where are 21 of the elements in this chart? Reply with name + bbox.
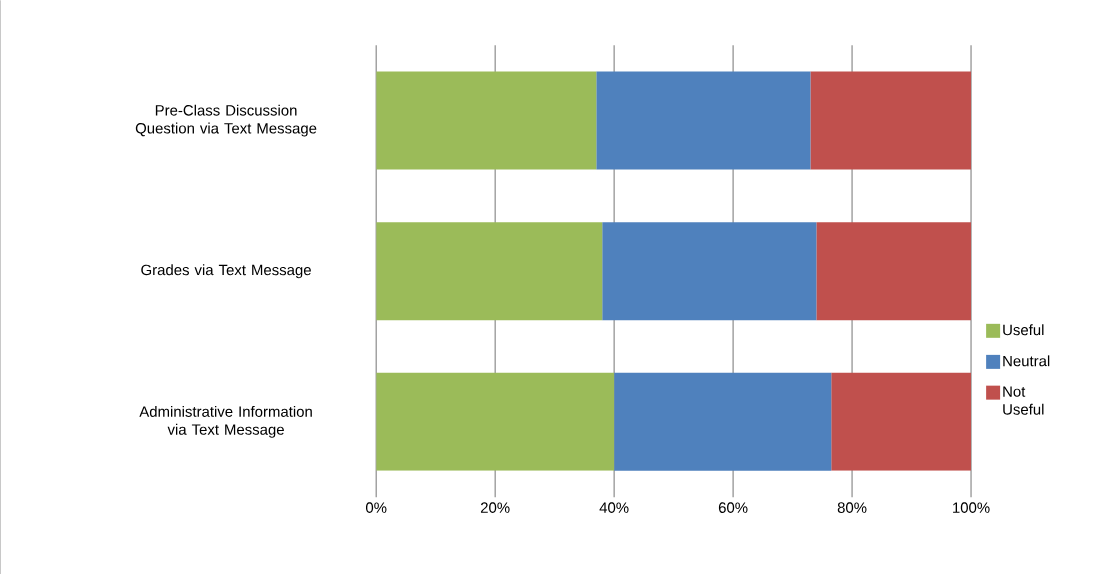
bar: [816, 222, 972, 320]
y-tick-label: Pre-Class Discussion Question via Text Message: [135, 104, 317, 137]
bar: [376, 222, 603, 320]
x-tick-label: 20%: [480, 502, 510, 513]
bar: [831, 372, 972, 471]
bar: [376, 71, 597, 170]
bar: [614, 372, 832, 471]
bar: [810, 71, 972, 170]
legend-label: Useful: [1003, 324, 1044, 336]
x-tick-label: 60%: [718, 502, 748, 513]
y-tick-label: Administrative Information via Text Message: [139, 405, 312, 438]
bar: [596, 71, 811, 170]
x-tick-label: 40%: [599, 502, 629, 513]
legend-label: Neutral: [1003, 355, 1050, 367]
x-tick-label: 0%: [365, 502, 387, 513]
bar: [602, 222, 817, 320]
y-tick-label: Grades via Text Message: [141, 264, 311, 278]
x-tick-label: 80%: [837, 502, 867, 513]
bar: [376, 372, 615, 471]
x-tick-label: 100%: [953, 502, 990, 513]
legend-label: Not Useful: [1003, 386, 1044, 415]
